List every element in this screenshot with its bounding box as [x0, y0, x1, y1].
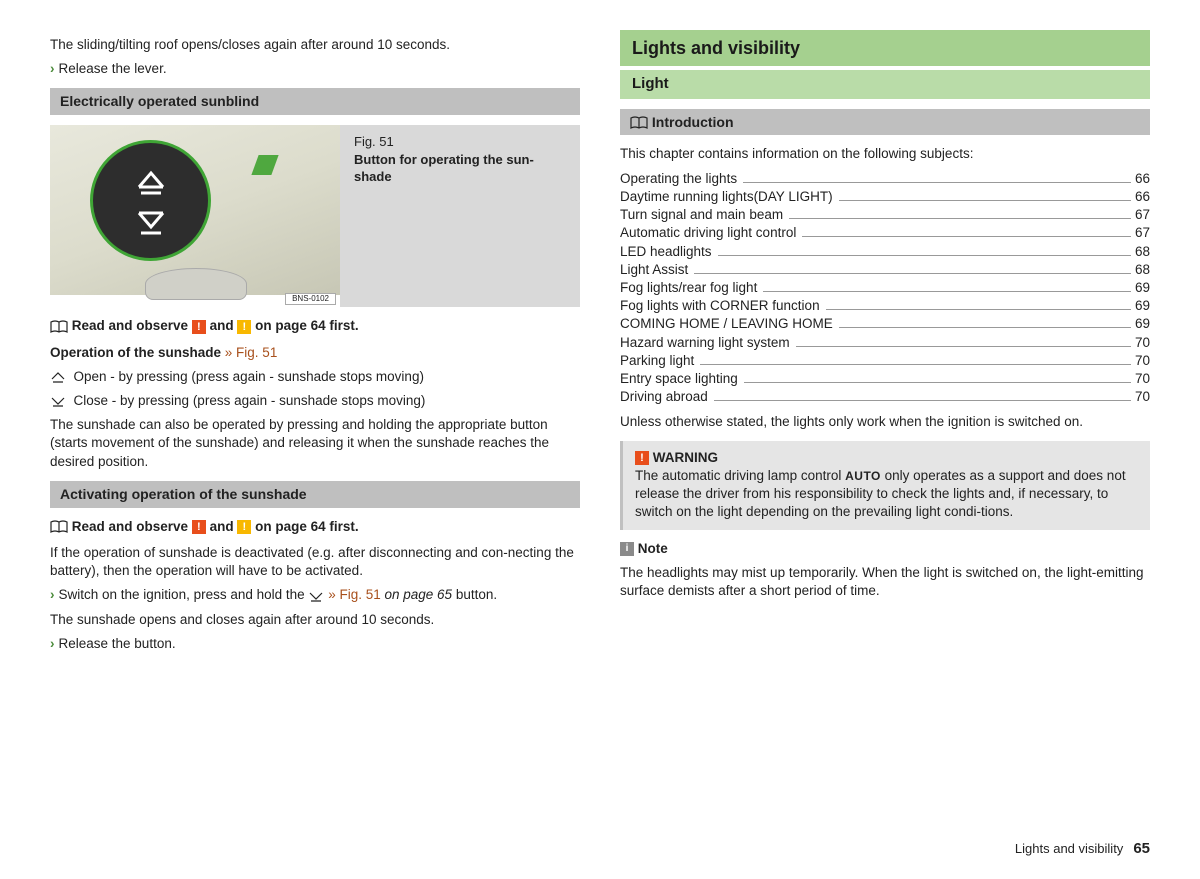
button-callout-circle — [90, 140, 211, 261]
warning-icon: ! — [192, 520, 206, 534]
toc-row: Parking light70 — [620, 352, 1150, 370]
book-icon — [50, 320, 68, 334]
toc-row: LED headlights68 — [620, 243, 1150, 261]
close-small-icon — [50, 395, 66, 407]
activate-p4: ›Release the button. — [50, 635, 580, 653]
chapter-heading: Lights and visibility — [620, 30, 1150, 66]
toc-row: Turn signal and main beam67 — [620, 206, 1150, 224]
toc-row: Operating the lights66 — [620, 170, 1150, 188]
toc-row: Entry space lighting70 — [620, 370, 1150, 388]
warning-icon: ! — [192, 320, 206, 334]
toc-row: Hazard warning light system70 — [620, 334, 1150, 352]
warning-box: ! WARNING The automatic driving lamp con… — [620, 441, 1150, 530]
book-icon — [50, 520, 68, 534]
right-column: Lights and visibility Light Introduction… — [620, 30, 1150, 659]
image-code: BNS-0102 — [285, 293, 336, 306]
read-observe-line-1: Read and observe ! and ! on page 64 firs… — [50, 317, 580, 335]
close-icon — [131, 205, 171, 237]
caution-icon: ! — [237, 320, 251, 334]
activate-p2: ›Switch on the ignition, press and hold … — [50, 586, 580, 604]
section-heading-activating: Activating operation of the sunshade — [50, 481, 580, 508]
figure-block: BNS-0102 Fig. 51 Button for operating th… — [50, 125, 580, 307]
chevron-icon: › — [50, 587, 55, 602]
intro-line-2: ›Release the lever. — [50, 60, 580, 78]
figure-caption: Fig. 51 Button for operating the sun-sha… — [340, 125, 580, 307]
close-small-icon — [308, 590, 324, 602]
activate-p3: The sunshade opens and closes again afte… — [50, 611, 580, 629]
note-heading: i Note — [620, 540, 1150, 558]
toc-row: Fog lights/rear fog light69 — [620, 279, 1150, 297]
toc-row: COMING HOME / LEAVING HOME69 — [620, 315, 1150, 333]
table-of-contents: Operating the lights66 Daytime running l… — [620, 170, 1150, 407]
note-box: i Note The headlights may mist up tempor… — [620, 540, 1150, 601]
warning-body: The automatic driving lamp control AUTO … — [635, 467, 1138, 522]
warning-icon: ! — [635, 451, 649, 465]
read-observe-line-2: Read and observe ! and ! on page 64 firs… — [50, 518, 580, 536]
chevron-icon: › — [50, 636, 55, 651]
open-icon — [131, 165, 171, 197]
section-heading-sunblind: Electrically operated sunblind — [50, 88, 580, 115]
open-small-icon — [50, 371, 66, 383]
caution-icon: ! — [237, 520, 251, 534]
toc-row: Fog lights with CORNER function69 — [620, 297, 1150, 315]
figure-image: BNS-0102 — [50, 125, 340, 307]
left-column: The sliding/tilting roof opens/closes ag… — [50, 30, 580, 659]
panel-green-indicator — [251, 155, 278, 175]
section-heading-introduction: Introduction — [620, 109, 1150, 136]
page-footer: Lights and visibility65 — [50, 839, 1150, 859]
rearview-mirror — [145, 268, 247, 300]
operation-heading: Operation of the sunshade » Fig. 51 — [50, 344, 580, 362]
section-heading-light: Light — [620, 70, 1150, 98]
toc-row: Daytime running lights(DAY LIGHT)66 — [620, 188, 1150, 206]
warning-heading: ! WARNING — [635, 449, 1138, 467]
book-icon — [630, 116, 648, 130]
toc-row: Light Assist68 — [620, 261, 1150, 279]
intro-line-1: The sliding/tilting roof opens/closes ag… — [50, 36, 580, 54]
toc-row: Driving abroad70 — [620, 388, 1150, 406]
op-open-line: Open - by pressing (press again - sunsha… — [50, 368, 580, 386]
chevron-icon: › — [50, 61, 55, 76]
info-icon: i — [620, 542, 634, 556]
op-close-line: Close - by pressing (press again - sunsh… — [50, 392, 580, 410]
activate-p1: If the operation of sunshade is deactiva… — [50, 544, 580, 580]
op-paragraph: The sunshade can also be operated by pre… — [50, 416, 580, 471]
intro-text: This chapter contains information on the… — [620, 145, 1150, 163]
toc-row: Automatic driving light control67 — [620, 224, 1150, 242]
after-toc-text: Unless otherwise stated, the lights only… — [620, 413, 1150, 431]
note-body: The headlights may mist up temporarily. … — [620, 564, 1150, 600]
